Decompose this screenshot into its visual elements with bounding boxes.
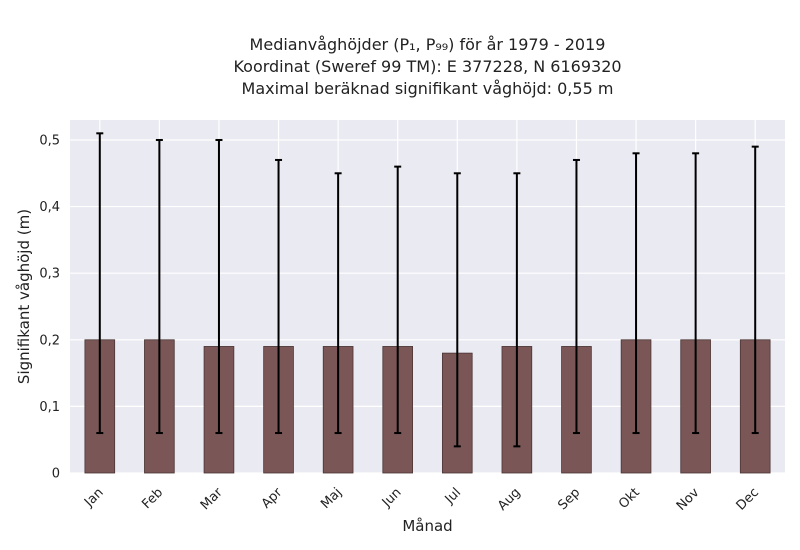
x-tick-label: Maj: [318, 485, 345, 512]
y-tick-label: 0,4: [39, 200, 60, 215]
chart-title: Medianvåghöjder (P₁, P₉₉) för år 1979 - …: [70, 34, 785, 100]
y-axis-ticks: 0 0,1 0,2 0,3 0,4 0,5: [39, 133, 60, 481]
x-tick-label: Feb: [139, 485, 166, 512]
error-bar-feb: [155, 138, 163, 435]
error-bar-maj: [334, 172, 342, 435]
title-line-3: Maximal beräknad signifikant våghöjd: 0,…: [241, 79, 614, 98]
error-bar-okt: [632, 152, 640, 435]
error-bar-sep: [572, 158, 580, 435]
y-tick-label: 0,3: [39, 267, 60, 282]
x-tick-label: Jul: [442, 485, 464, 507]
error-bars: [96, 132, 759, 448]
x-tick-label: Dec: [734, 485, 762, 513]
x-tick-label: Nov: [674, 485, 703, 514]
x-tick-label: Jan: [81, 485, 106, 510]
y-axis-label: Signifikant våghöjd (m): [15, 209, 33, 384]
error-bar-dec: [751, 145, 759, 435]
error-bar-jul: [453, 172, 461, 448]
x-tick-label: Apr: [259, 485, 286, 512]
error-bar-aug: [513, 172, 521, 448]
x-tick-label: Sep: [555, 485, 583, 513]
x-tick-label: Jun: [379, 485, 405, 511]
error-bar-apr: [275, 158, 283, 435]
x-axis-label: Månad: [402, 517, 452, 535]
error-bar-jun: [394, 165, 402, 435]
title-line-1: Medianvåghöjder (P₁, P₉₉) för år 1979 - …: [249, 35, 606, 54]
y-tick-label: 0: [52, 467, 60, 482]
x-tick-label: Okt: [616, 485, 643, 512]
plot-area: [70, 120, 785, 473]
x-tick-label: Aug: [495, 485, 524, 514]
error-bar-mar: [215, 138, 223, 435]
error-bar-jan: [96, 132, 104, 435]
x-tick-label: Mar: [198, 485, 226, 513]
x-axis-ticks: Jan Feb Mar Apr Maj Jun Jul Aug Sep Okt Nov Dec: [81, 485, 762, 514]
y-tick-label: 0,1: [39, 400, 60, 415]
error-bar-nov: [692, 152, 700, 435]
y-tick-label: 0,2: [39, 333, 60, 348]
title-line-2: Koordinat (Sweref 99 TM): E 377228, N 61…: [233, 57, 622, 76]
y-tick-label: 0,5: [39, 133, 60, 148]
